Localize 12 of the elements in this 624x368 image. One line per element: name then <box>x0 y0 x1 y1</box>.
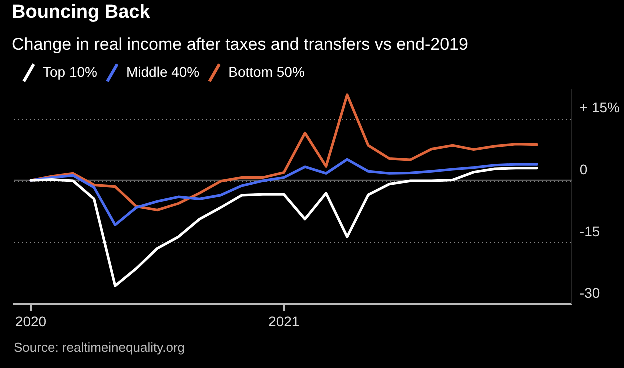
legend-label: Top 10% <box>43 64 98 80</box>
source-note: Source: realtimeinequality.org <box>14 340 186 355</box>
y-tick-label: 0 <box>580 161 588 178</box>
legend-label: Bottom 50% <box>228 64 305 80</box>
chart-title: Bouncing Back <box>12 2 150 24</box>
legend-label: Middle 40% <box>126 64 200 80</box>
x-tick-label: 2021 <box>268 313 300 330</box>
y-tick-label: + 15% <box>580 100 620 116</box>
y-tick-label: -15 <box>580 223 600 240</box>
chart-subtitle: Change in real income after taxes and transfers vs end-2019 <box>12 35 468 55</box>
y-tick-label: -30 <box>580 285 600 302</box>
x-tick-label: 2020 <box>15 313 47 330</box>
